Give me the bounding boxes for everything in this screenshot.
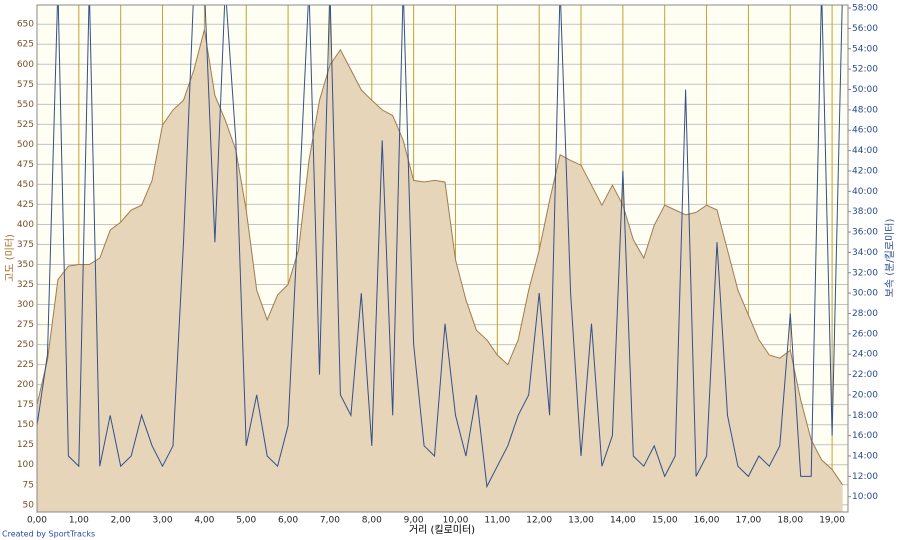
y-tick-label: 200 (17, 380, 34, 390)
y-tick-label: 375 (17, 240, 34, 250)
x-tick-label: 18,00 (777, 516, 803, 526)
y2-tick-label: 54:00 (852, 44, 878, 54)
x-tick-label: 3,00 (153, 516, 173, 526)
x-tick-label: 8,00 (362, 516, 382, 526)
y-tick-label: 175 (17, 400, 34, 410)
y-tick-label: 125 (17, 440, 34, 450)
y2-tick-label: 52:00 (852, 65, 878, 75)
x-tick-label: 10,00 (443, 516, 469, 526)
y-tick-label: 350 (17, 260, 34, 270)
y-tick-label: 425 (17, 200, 34, 210)
area-fill (37, 29, 843, 512)
y2-tick-label: 14:00 (852, 452, 878, 462)
y2-tick-label: 44:00 (852, 146, 878, 156)
y-tick-label: 50 (23, 500, 35, 510)
y-tick-label: 225 (17, 360, 34, 370)
x-tick-label: 6,00 (278, 516, 298, 526)
line (37, 5, 843, 489)
x-tick-label: 5,00 (236, 516, 256, 526)
y-tick-label: 525 (17, 120, 34, 130)
y-tick-label: 250 (17, 340, 34, 350)
x-tick-label: 7,00 (320, 516, 340, 526)
y2-tick-label: 56:00 (852, 24, 878, 34)
y2-tick-label: 50:00 (852, 85, 878, 95)
x-tick-label: 12,00 (526, 516, 552, 526)
x-tick-label: 1,00 (69, 516, 89, 526)
plot-border (36, 4, 849, 513)
x-axis-label: 거리 (킬로미터) (409, 523, 475, 536)
x-tick-label: 17,00 (736, 516, 762, 526)
y2-tick-label: 22:00 (852, 370, 878, 380)
y2-tick-label: 38:00 (852, 207, 878, 217)
y-tick-label: 275 (17, 320, 34, 330)
x-tick-label: 16,00 (694, 516, 720, 526)
y2-tick-label: 34:00 (852, 248, 878, 258)
y2-axis-label: 보속 (분/킬로미터) (883, 219, 896, 298)
y-tick-label: 625 (17, 40, 34, 50)
credit: Created by SportTracks (2, 530, 95, 539)
x-tick-label: 11,00 (484, 516, 510, 526)
y-tick-label: 75 (23, 480, 34, 490)
area-line (37, 29, 844, 486)
y2-tick-label: 20:00 (852, 390, 878, 400)
y2-tick-label: 58:00 (852, 4, 878, 14)
y-tick-label: 450 (17, 180, 34, 190)
y2-tick-label: 46:00 (852, 126, 878, 136)
x-tick-label: 19,00 (819, 516, 845, 526)
x-tick-label: 2,00 (111, 516, 131, 526)
y-tick-label: 550 (17, 100, 34, 110)
y-tick-label: 475 (17, 160, 34, 170)
y2-tick-label: 42:00 (852, 166, 878, 176)
y-axis-label: 고도 (미터) (4, 234, 16, 282)
x-tick-label: 0,00 (27, 516, 47, 526)
x-tick-label: 15,00 (652, 516, 678, 526)
x-tick-label: 4,00 (194, 516, 214, 526)
y-tick-label: 575 (17, 80, 34, 90)
y-tick-label: 650 (17, 20, 34, 30)
x-tick-label: 13,00 (568, 516, 594, 526)
y2-tick-label: 28:00 (852, 309, 878, 319)
y2-tick-label: 48:00 (852, 105, 878, 115)
y-tick-label: 100 (17, 460, 34, 470)
y2-tick-label: 26:00 (852, 329, 878, 339)
y2-tick-label: 24:00 (852, 350, 878, 360)
y2-tick-label: 36:00 (852, 228, 878, 238)
y-tick-label: 500 (17, 140, 34, 150)
y2-tick-label: 32:00 (852, 268, 878, 278)
x-tick-label: 9,00 (404, 516, 424, 526)
y2-tick-label: 30:00 (852, 289, 878, 299)
y-tick-label: 400 (17, 220, 34, 230)
x-tick-label: 14,00 (610, 516, 636, 526)
y2-tick-label: 12:00 (852, 472, 878, 482)
y2-tick-label: 18:00 (852, 411, 878, 421)
y-tick-label: 325 (17, 280, 34, 290)
y-tick-label: 300 (17, 300, 34, 310)
y2-tick-label: 16:00 (852, 431, 878, 441)
y-tick-label: 600 (17, 60, 34, 70)
y-tick-label: 150 (17, 420, 34, 430)
y2-tick-label: 10:00 (852, 492, 878, 502)
y2-tick-label: 40:00 (852, 187, 878, 197)
